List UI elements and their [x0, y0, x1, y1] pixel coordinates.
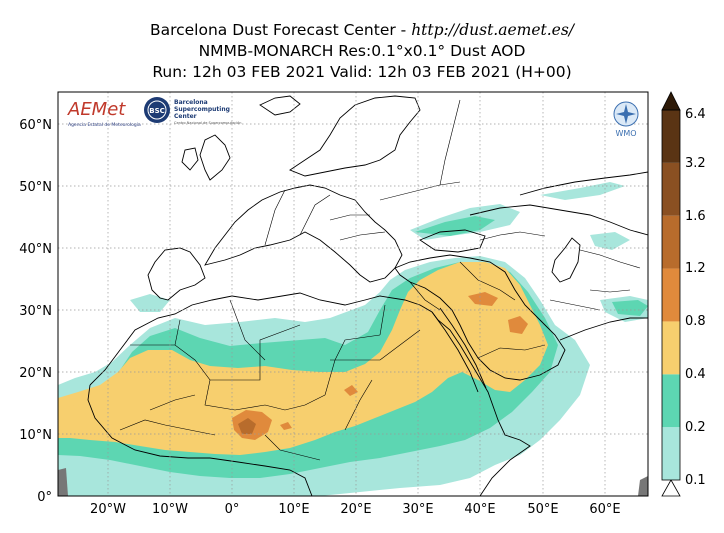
lon-label: 20°E [340, 502, 371, 517]
lon-label: 0° [225, 502, 240, 517]
colorbar-segments [662, 110, 680, 480]
no-data-left [58, 468, 68, 496]
colorbar-segment [662, 110, 680, 163]
lat-label: 40°N [19, 242, 52, 257]
wmo-text: WMO [615, 129, 636, 138]
aemet-logo: AEMet Agencia Estatal de Meteorología [67, 99, 141, 128]
colorbar-segment [662, 162, 680, 216]
bsc-name-3: Center [174, 113, 197, 120]
bsc-logo-text: BSC [149, 107, 165, 115]
lon-label: 20°W [90, 502, 126, 517]
title-line-1: Barcelona Dust Forecast Center - http://… [0, 20, 724, 41]
aod-level-1.2 [238, 418, 256, 434]
wmo-star-icon [616, 104, 636, 124]
longitude-axis: 20°W 10°W 0° 10°E 20°E 30°E 40°E 50°E 60… [90, 502, 621, 517]
lon-label: 40°E [464, 502, 495, 517]
country-borders [119, 99, 641, 461]
colorbar-label: 1.2 [685, 261, 706, 276]
aod-field [58, 92, 648, 496]
bsc-name-2: Supercomputing [174, 106, 230, 113]
lon-label: 10°E [278, 502, 309, 517]
colorbar-label: 3.2 [685, 156, 706, 171]
lat-label: 10°N [19, 428, 52, 443]
colorbar-label: 6.4 [685, 107, 706, 122]
aod-level-0.4 [58, 262, 548, 455]
bsc-subtitle: Centro Nacional de Supercomputación [174, 121, 241, 125]
aemet-logo-subtitle: Agencia Estatal de Meteorología [68, 121, 141, 128]
aemet-logo-text: AEMet [67, 99, 126, 120]
lon-label: 60°E [589, 502, 620, 517]
lon-label: 30°E [402, 502, 433, 517]
lon-label: 10°W [152, 502, 188, 517]
lat-label: 20°N [19, 366, 52, 381]
latitude-axis: 0° 10°N 20°N 30°N 40°N 50°N 60°N [19, 118, 52, 505]
lat-label: 50°N [19, 180, 52, 195]
colorbar-upper-extend [661, 91, 681, 111]
lat-label: 60°N [19, 118, 52, 133]
no-data-right [638, 476, 648, 496]
colorbar-label: 0.8 [685, 314, 706, 329]
title-line-2: NMMB-MONARCH Res:0.1°x0.1° Dust AOD [198, 42, 526, 60]
colorbar-label: 1.6 [685, 209, 706, 224]
lon-label: 50°E [527, 502, 558, 517]
graticule [58, 92, 648, 496]
title-center-name: Barcelona Dust Forecast Center - [149, 21, 412, 39]
coastlines [87, 95, 648, 496]
colorbar-segment [662, 215, 680, 269]
colorbar-segment [662, 374, 680, 428]
title-url: http://dust.aemet.es/ [411, 21, 575, 39]
lat-label: 0° [37, 490, 52, 505]
bsc-name-1: Barcelona [174, 99, 208, 106]
colorbar-label: 0.2 [685, 420, 706, 435]
lat-label: 30°N [19, 304, 52, 319]
map-frame [57, 91, 649, 497]
bsc-logo-ring [147, 100, 167, 120]
colorbar-frame [661, 109, 681, 481]
colorbar-segment [662, 268, 680, 322]
title-line-3: Run: 12h 03 FEB 2021 Valid: 12h 03 FEB 2… [152, 63, 572, 81]
bsc-logo: BSC Barcelona Supercomputing Center Cent… [144, 97, 241, 125]
colorbar-segment [662, 321, 680, 375]
colorbar: 0.1 0.2 0.4 0.8 1.2 1.6 3.2 6.4 [661, 91, 706, 497]
wmo-logo: WMO [613, 101, 639, 138]
colorbar-label: 0.4 [685, 367, 706, 382]
colorbar-lower-extend [661, 479, 681, 497]
colorbar-label: 0.1 [685, 473, 706, 488]
colorbar-segment [662, 427, 680, 480]
